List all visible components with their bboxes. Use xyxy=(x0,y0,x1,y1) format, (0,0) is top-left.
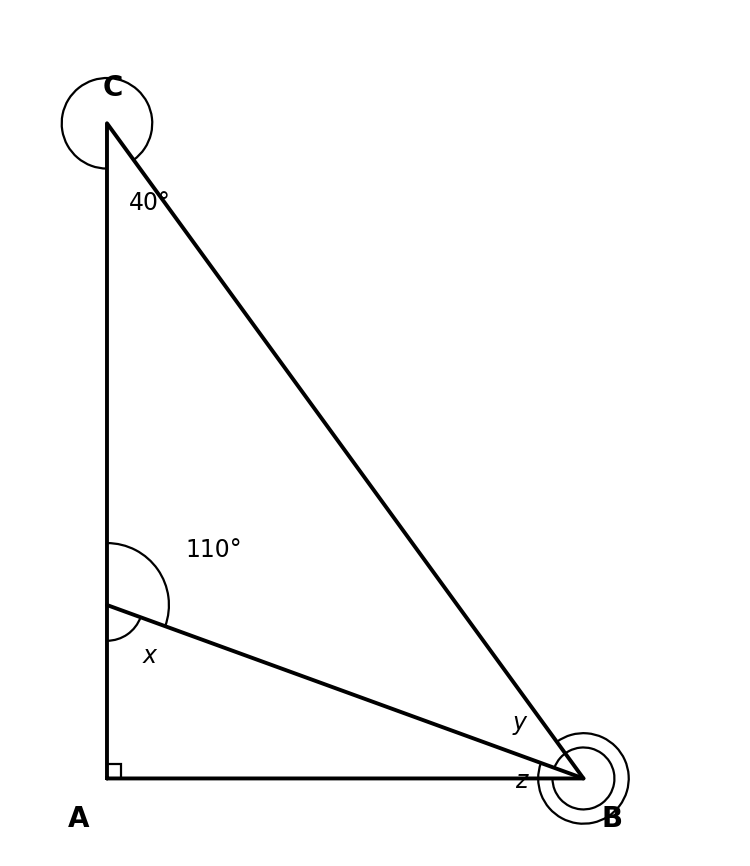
Text: 110°: 110° xyxy=(185,539,242,562)
Text: y: y xyxy=(512,712,526,735)
Text: A: A xyxy=(68,805,89,832)
Text: C: C xyxy=(103,74,123,102)
Text: 40°: 40° xyxy=(129,191,171,216)
Text: z: z xyxy=(514,768,527,792)
Text: B: B xyxy=(602,805,622,832)
Text: x: x xyxy=(142,643,157,668)
